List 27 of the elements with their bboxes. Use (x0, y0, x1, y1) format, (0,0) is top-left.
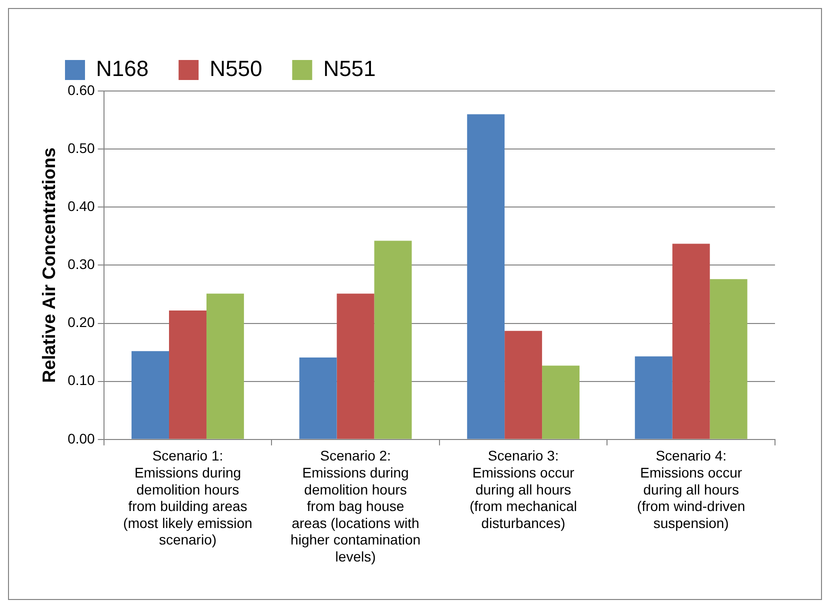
legend-label: N168 (96, 56, 149, 82)
bar (206, 294, 244, 439)
y-axis-title: Relative Air Concentrations (38, 148, 59, 383)
x-tick-label: Scenario 1: Emissions during demolition hours from building areas (most likely emission scenario) (123, 448, 252, 548)
y-tick-label: 0.10 (68, 372, 96, 388)
bar (299, 358, 337, 439)
y-tick-label: 0.30 (68, 256, 96, 272)
x-tick-label: Scenario 2: Emissions during demolition hours from bag house areas (locations with higher contamination levels) (290, 448, 421, 564)
bar (504, 330, 542, 439)
y-tick-label: 0.60 (68, 82, 96, 98)
legend-label: N550 (210, 56, 262, 82)
bar (710, 279, 748, 439)
legend-label: N551 (323, 56, 376, 82)
bar (542, 366, 580, 439)
y-tick-label: 0.00 (68, 430, 96, 446)
bar (169, 310, 206, 439)
bar (634, 356, 672, 439)
y-tick-label: 0.50 (68, 140, 96, 156)
x-tick-label: Scenario 3: Emissions occur during all hours (from mechanical disturbances) (470, 448, 578, 531)
y-tick-label: 0.40 (68, 198, 96, 214)
bar (132, 351, 170, 439)
bar (672, 244, 710, 439)
bar (467, 114, 505, 439)
bar (374, 240, 412, 439)
bar (336, 294, 374, 439)
x-tick-label: Scenario 4: Emissions occur during all hours (from wind-driven suspension) (637, 448, 746, 531)
y-tick-label: 0.20 (68, 314, 96, 330)
